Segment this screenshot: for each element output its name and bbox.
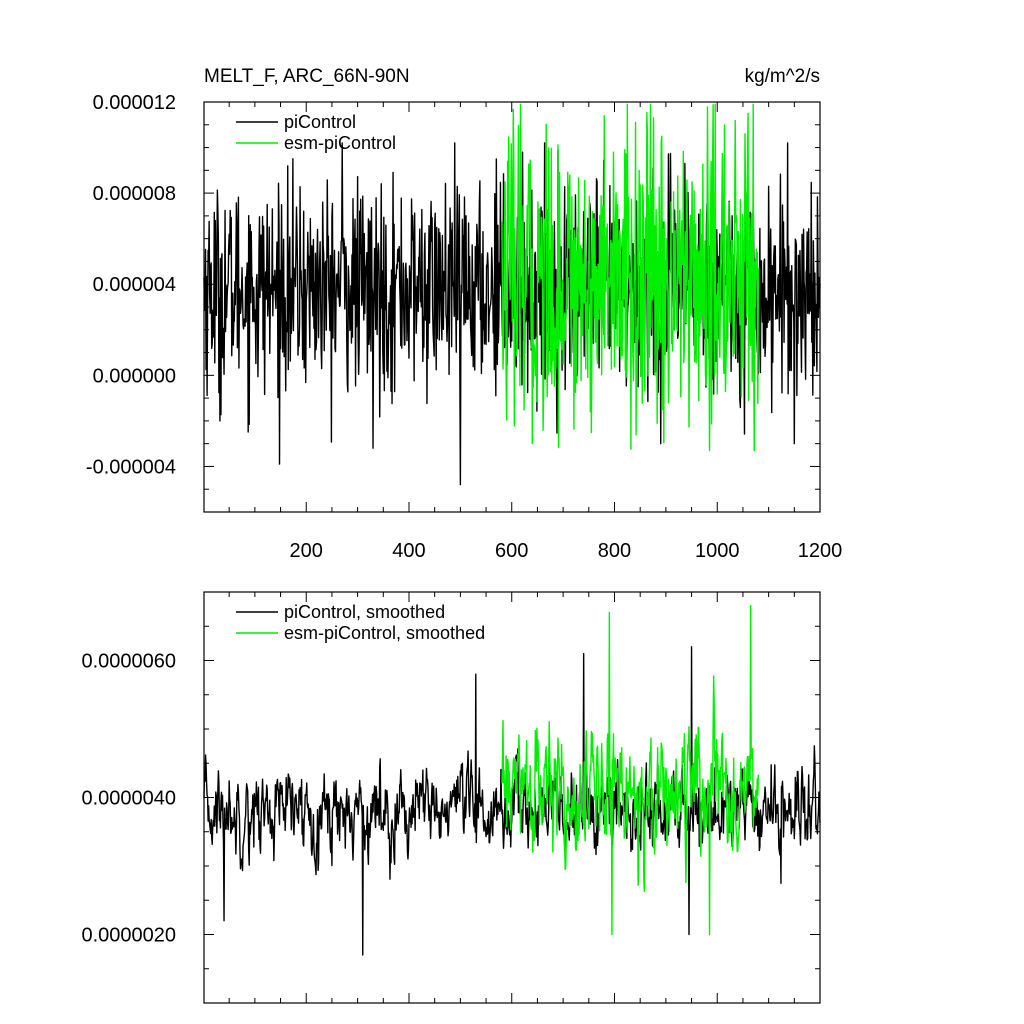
y-tick-label: 0.000004 (93, 274, 176, 296)
series-line-esm-picontrol (501, 103, 760, 452)
bottom-panel-legend: piControl, smoothed esm-piControl, smoot… (236, 602, 485, 643)
y-tick-label: 0.000008 (93, 183, 176, 205)
legend-label-picontrol: piControl (284, 112, 356, 132)
x-tick-label: 1000 (695, 540, 740, 562)
series-line-picontrol-smoothed (203, 646, 821, 956)
top-panel-title: MELT_F, ARC_66N-90N (204, 66, 410, 87)
top-panel: MELT_F, ARC_66N-90N kg/m^2/s 200 400 600 80… (86, 66, 842, 562)
y-tick-label: 0.0000040 (81, 788, 176, 810)
x-tick-label: 400 (392, 540, 425, 562)
top-panel-plot-area (203, 103, 821, 486)
bottom-panel-plot-area (203, 605, 821, 956)
bottom-panel-axes: 0.0000020 0.0000040 0.0000060 (81, 591, 821, 1004)
legend-label-esm-picontrol: esm-piControl (284, 133, 396, 153)
top-panel-units: kg/m^2/s (745, 66, 820, 87)
y-tick-label: 0.000000 (93, 365, 176, 387)
top-panel-axes: 200 400 600 800 1000 1200 -0.000004 0.000000 0.0… (86, 92, 842, 562)
series-line-esm-picontrol-smoothed (501, 605, 760, 936)
y-tick-label: 0.0000060 (81, 651, 176, 673)
legend-label-picontrol-smoothed: piControl, smoothed (284, 602, 445, 622)
x-tick-label: 200 (290, 540, 323, 562)
bottom-panel: 0.0000020 0.0000040 0.0000060 piControl, s… (81, 591, 821, 1004)
x-tick-label: 800 (598, 540, 631, 562)
legend-label-esm-picontrol-smoothed: esm-piControl, smoothed (284, 623, 485, 643)
y-tick-label: 0.0000020 (81, 925, 176, 947)
x-tick-label: 1200 (798, 540, 843, 562)
x-tick-label: 600 (495, 540, 528, 562)
y-tick-label: 0.000012 (93, 92, 176, 114)
y-tick-label: -0.000004 (86, 456, 176, 478)
top-panel-legend: piControl esm-piControl (236, 112, 396, 153)
